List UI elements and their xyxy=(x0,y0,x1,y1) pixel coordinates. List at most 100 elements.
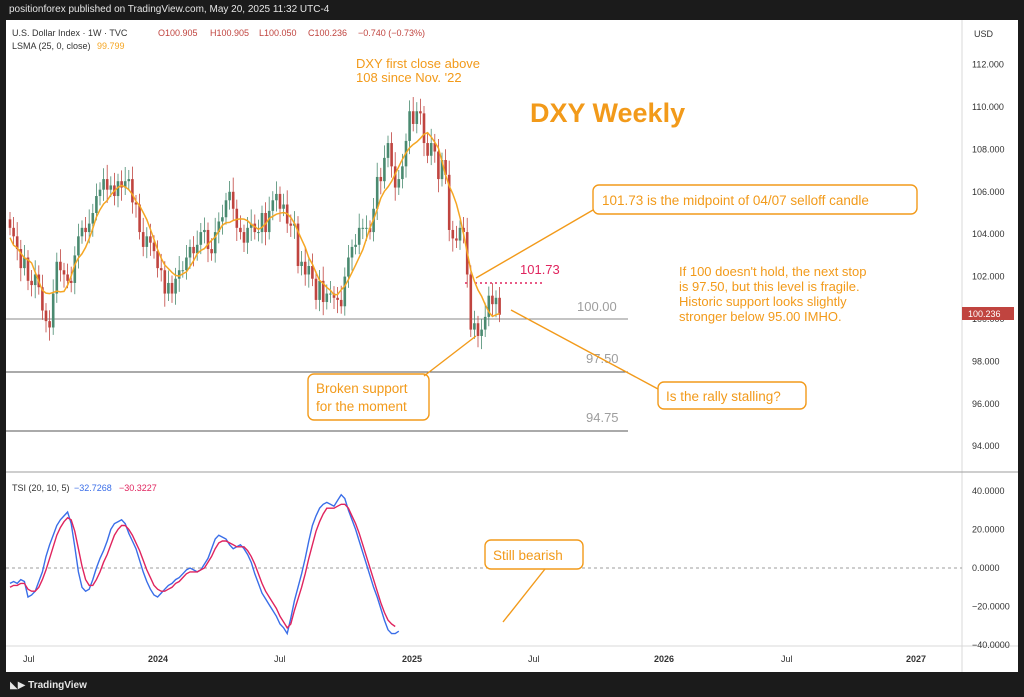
tsi-signal-line xyxy=(9,503,396,629)
midpoint-callout-box[interactable] xyxy=(592,184,918,215)
candle-body xyxy=(275,193,278,201)
candle-body xyxy=(314,278,318,300)
candle-body xyxy=(343,276,347,307)
candle-body xyxy=(174,278,177,294)
stall-callout-text: Is the rally stalling? xyxy=(666,389,781,404)
candle-body xyxy=(444,160,447,175)
footer-bar: ◣▶ TradingView xyxy=(0,674,1024,697)
candle-body xyxy=(109,185,113,190)
candle-body xyxy=(23,257,26,269)
tsi-legend-value1: −32.7268 xyxy=(74,483,112,493)
time-tick-label: 2027 xyxy=(906,654,926,664)
price-tick-label: 102.000 xyxy=(972,272,1005,282)
first-close-note-line1: DXY first close above xyxy=(356,56,480,71)
tsi-tick-label: 40.0000 xyxy=(972,486,1005,496)
tsi-tick-label: 0.0000 xyxy=(972,563,1000,573)
candle-body xyxy=(487,295,491,317)
candle-body xyxy=(350,246,354,258)
bearish-arrow xyxy=(502,568,546,623)
candle-body xyxy=(203,229,206,233)
chart-svg[interactable]: 94.00096.00098.000100.000102.000104.0001… xyxy=(6,20,1018,672)
candle-body xyxy=(48,321,51,328)
lsma-layer xyxy=(9,131,500,318)
candle-body xyxy=(249,223,253,228)
note-line2: is 97.50, but this level is fragile. xyxy=(679,279,860,294)
bearish-callout-text: Still bearish xyxy=(493,548,563,563)
broken-support-arrow xyxy=(423,335,477,377)
stall-callout-box[interactable] xyxy=(657,381,807,410)
legend-close: C100.236 xyxy=(308,28,347,38)
candle-body xyxy=(69,280,73,283)
candle-body xyxy=(260,213,264,233)
level-label-100: 100.00 xyxy=(577,299,617,314)
time-tick-label: 2026 xyxy=(654,654,674,664)
candle-body xyxy=(318,280,321,300)
chart-frame[interactable]: 94.00096.00098.000100.000102.000104.0001… xyxy=(6,20,1018,672)
candle-body xyxy=(429,143,433,156)
candle-body xyxy=(98,189,102,197)
level-label-10173: 101.73 xyxy=(520,262,560,277)
candle-body xyxy=(116,181,120,197)
price-tick-label: 108.000 xyxy=(972,144,1005,154)
bearish-callout-box[interactable] xyxy=(484,539,584,570)
candle-body xyxy=(185,257,188,271)
time-tick-label: Jul xyxy=(23,654,35,664)
candle-body xyxy=(329,293,332,295)
candle-body xyxy=(440,160,444,180)
legend-change: −0.740 (−0.73%) xyxy=(358,28,425,38)
candle-body xyxy=(127,179,131,182)
price-tick-label: 96.000 xyxy=(972,399,1000,409)
tradingview-logo[interactable]: ◣▶ TradingView xyxy=(10,674,87,697)
candle-body xyxy=(95,196,98,213)
candle-body xyxy=(483,316,487,330)
candle-body xyxy=(167,282,170,294)
candle-body xyxy=(87,223,91,233)
candle-body xyxy=(300,261,303,266)
candle-body xyxy=(307,266,311,275)
price-tick-label: 98.000 xyxy=(972,356,1000,366)
candle-body xyxy=(235,208,239,228)
candle-body xyxy=(120,181,123,188)
candle-body xyxy=(231,191,235,209)
tsi-legend-value2: −30.3227 xyxy=(119,483,157,493)
candle-body xyxy=(149,236,152,243)
candle-body xyxy=(8,219,12,228)
candle-body xyxy=(365,227,368,229)
candle-body xyxy=(321,280,325,303)
candle-body xyxy=(51,293,55,328)
time-tick-label: Jul xyxy=(781,654,793,664)
candle-body xyxy=(62,270,66,275)
candle-body xyxy=(480,329,483,336)
candle-body xyxy=(224,200,228,218)
chart-title: DXY Weekly xyxy=(530,98,685,128)
time-tick-label: 2025 xyxy=(402,654,422,664)
candle-body xyxy=(134,202,138,205)
candle-body xyxy=(170,282,174,294)
price-tick-label: 110.000 xyxy=(972,102,1004,112)
candle-body xyxy=(354,244,357,247)
candles-layer xyxy=(8,97,501,350)
note-line1: If 100 doesn't hold, the next stop xyxy=(679,264,867,279)
broken-support-callout-box[interactable] xyxy=(307,373,430,421)
candle-body xyxy=(390,143,393,167)
candle-body xyxy=(257,232,260,234)
candle-body xyxy=(491,295,494,305)
candle-body xyxy=(401,166,404,180)
candle-body xyxy=(217,221,221,233)
candle-body xyxy=(44,310,48,322)
candle-body xyxy=(199,232,203,245)
candle-body xyxy=(239,227,242,233)
candle-body xyxy=(303,261,307,275)
candle-body xyxy=(80,227,84,237)
candle-body xyxy=(311,266,314,279)
candle-body xyxy=(408,111,411,141)
tv-logo-icon: ◣▶ xyxy=(10,680,29,691)
time-tick-label: 2024 xyxy=(148,654,168,664)
candle-body xyxy=(498,297,501,315)
candle-body xyxy=(271,200,275,211)
candle-body xyxy=(163,270,167,294)
price-tick-label: 106.000 xyxy=(972,187,1005,197)
candle-body xyxy=(451,229,455,239)
candle-body xyxy=(476,323,480,336)
tsi-line xyxy=(9,493,400,636)
